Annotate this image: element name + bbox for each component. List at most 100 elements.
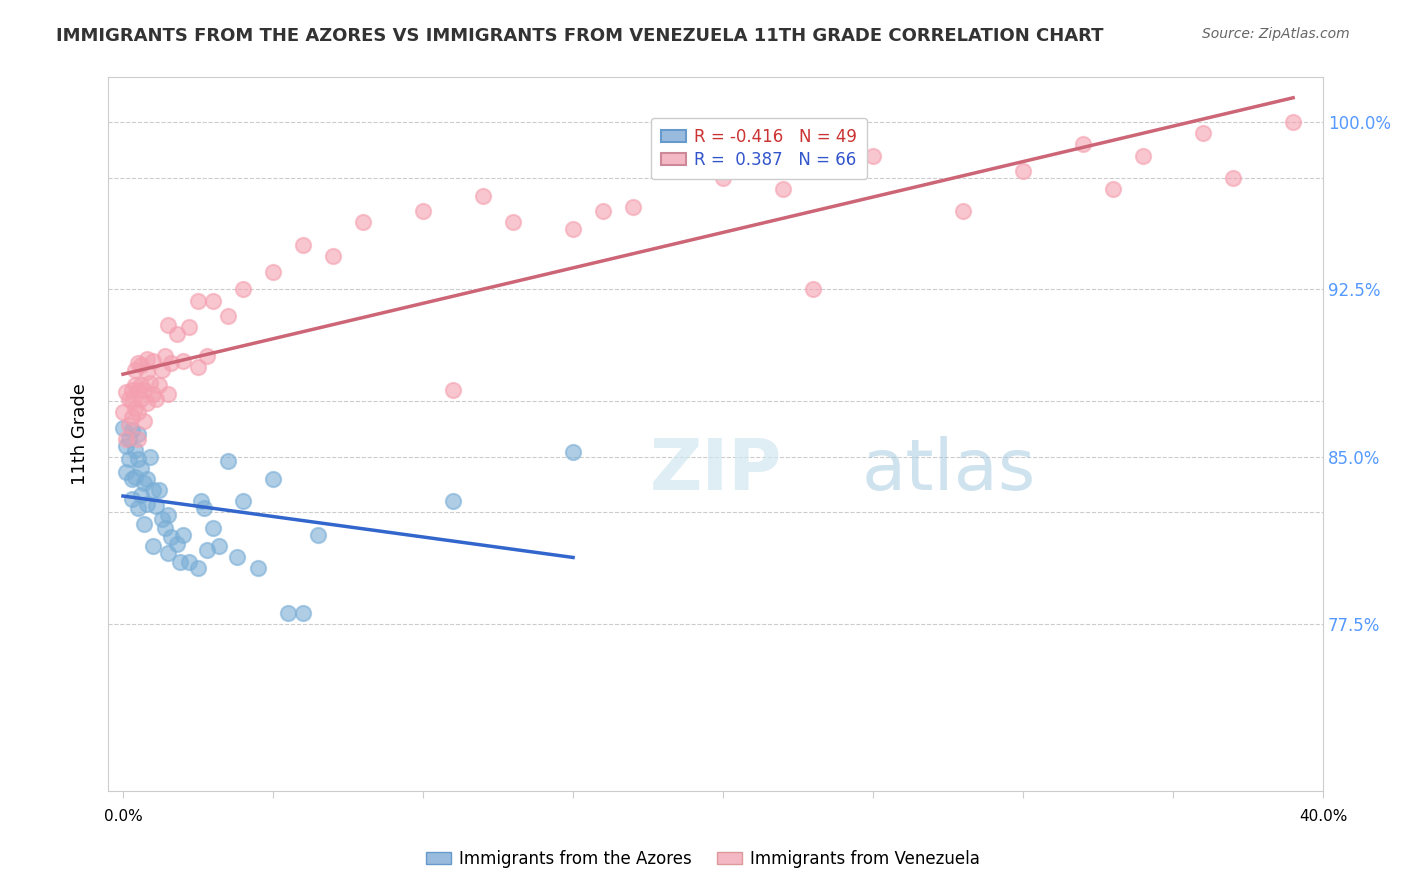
Point xyxy=(148,378,170,392)
Point xyxy=(195,349,218,363)
Point xyxy=(592,204,614,219)
Point xyxy=(148,483,170,497)
Point xyxy=(177,555,200,569)
Point xyxy=(232,494,254,508)
Point xyxy=(226,550,249,565)
Point xyxy=(1282,115,1305,129)
Point xyxy=(166,537,188,551)
Point xyxy=(127,432,149,446)
Point xyxy=(262,472,284,486)
Point xyxy=(139,450,162,464)
Point xyxy=(156,318,179,332)
Point xyxy=(136,396,159,410)
Point xyxy=(132,516,155,531)
Point xyxy=(277,606,299,620)
Text: ZIP: ZIP xyxy=(650,435,782,505)
Point xyxy=(1192,126,1215,140)
Point xyxy=(127,356,149,370)
Point xyxy=(124,362,146,376)
Point xyxy=(160,530,183,544)
Point xyxy=(132,476,155,491)
Point xyxy=(121,491,143,506)
Point xyxy=(124,469,146,483)
Point xyxy=(156,508,179,522)
Point xyxy=(172,528,194,542)
Point xyxy=(441,383,464,397)
Point xyxy=(124,378,146,392)
Point xyxy=(190,494,212,508)
Point xyxy=(247,561,270,575)
Point xyxy=(156,546,179,560)
Point xyxy=(132,414,155,428)
Point xyxy=(352,215,374,229)
Point xyxy=(195,543,218,558)
Point xyxy=(621,200,644,214)
Point xyxy=(1071,137,1094,152)
Point xyxy=(1222,170,1244,185)
Point xyxy=(562,445,585,459)
Point xyxy=(166,326,188,341)
Point xyxy=(172,353,194,368)
Point xyxy=(772,182,794,196)
Point xyxy=(502,215,524,229)
Point xyxy=(127,383,149,397)
Text: atlas: atlas xyxy=(862,435,1036,505)
Point xyxy=(118,432,141,446)
Point xyxy=(187,293,209,308)
Point xyxy=(129,460,152,475)
Point xyxy=(862,148,884,162)
Point xyxy=(177,320,200,334)
Point xyxy=(952,204,974,219)
Point xyxy=(322,249,344,263)
Point xyxy=(193,500,215,515)
Text: IMMIGRANTS FROM THE AZORES VS IMMIGRANTS FROM VENEZUELA 11TH GRADE CORRELATION C: IMMIGRANTS FROM THE AZORES VS IMMIGRANTS… xyxy=(56,27,1104,45)
Point xyxy=(801,282,824,296)
Legend: R = -0.416   N = 49, R =  0.387   N = 66: R = -0.416 N = 49, R = 0.387 N = 66 xyxy=(651,118,868,179)
Legend: Immigrants from the Azores, Immigrants from Venezuela: Immigrants from the Azores, Immigrants f… xyxy=(419,844,987,875)
Point xyxy=(153,349,176,363)
Point xyxy=(142,539,165,553)
Point xyxy=(121,472,143,486)
Point xyxy=(129,378,152,392)
Point xyxy=(132,383,155,397)
Point xyxy=(201,521,224,535)
Point xyxy=(441,494,464,508)
Point xyxy=(127,500,149,515)
Point xyxy=(208,539,231,553)
Point xyxy=(145,392,167,406)
Point xyxy=(127,451,149,466)
Point xyxy=(127,427,149,442)
Point xyxy=(711,170,734,185)
Point xyxy=(150,362,173,376)
Text: Source: ZipAtlas.com: Source: ZipAtlas.com xyxy=(1202,27,1350,41)
Point xyxy=(136,365,159,379)
Text: 0.0%: 0.0% xyxy=(104,809,142,824)
Point xyxy=(129,392,152,406)
Point xyxy=(142,387,165,401)
Point xyxy=(127,405,149,419)
Point xyxy=(150,512,173,526)
Point xyxy=(118,418,141,433)
Point xyxy=(1102,182,1125,196)
Point xyxy=(115,465,138,479)
Point xyxy=(121,409,143,424)
Point xyxy=(156,387,179,401)
Point xyxy=(139,376,162,390)
Y-axis label: 11th Grade: 11th Grade xyxy=(72,384,89,485)
Point xyxy=(201,293,224,308)
Point xyxy=(145,499,167,513)
Point xyxy=(111,420,134,434)
Point xyxy=(187,561,209,575)
Point xyxy=(217,309,239,323)
Point xyxy=(292,606,315,620)
Point xyxy=(121,423,143,437)
Point xyxy=(124,442,146,457)
Point xyxy=(160,356,183,370)
Point xyxy=(136,496,159,510)
Point xyxy=(121,393,143,408)
Point xyxy=(232,282,254,296)
Point xyxy=(217,454,239,468)
Point xyxy=(142,353,165,368)
Point xyxy=(169,555,191,569)
Point xyxy=(124,401,146,415)
